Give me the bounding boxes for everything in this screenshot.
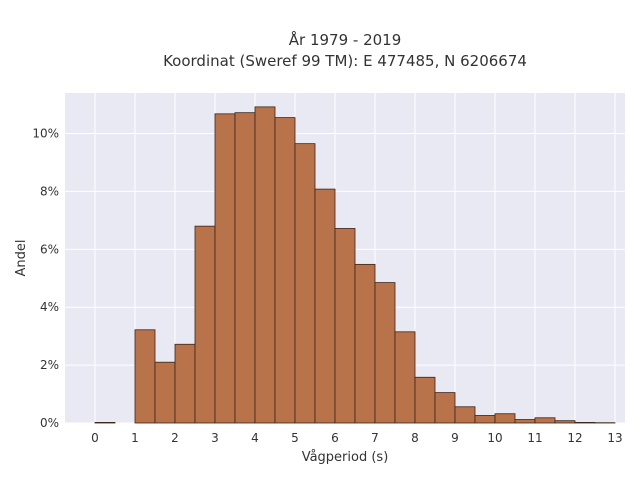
x-tick-label: 6 bbox=[331, 431, 339, 445]
x-axis-ticks: 0 1 2 3 4 5 6 7 8 9 10 11 12 13 bbox=[91, 431, 622, 445]
histogram-bar bbox=[154, 361, 176, 424]
x-tick-label: 0 bbox=[91, 431, 99, 445]
x-tick-label: 5 bbox=[291, 431, 299, 445]
histogram-bar bbox=[394, 331, 416, 424]
histogram-bar bbox=[494, 413, 516, 424]
histogram-bar bbox=[314, 188, 336, 424]
histogram-bar bbox=[534, 417, 556, 424]
x-tick-label: 13 bbox=[607, 431, 622, 445]
histogram-bar bbox=[134, 329, 156, 424]
x-tick-label: 2 bbox=[171, 431, 179, 445]
histogram-bar bbox=[574, 422, 596, 424]
x-tick-label: 12 bbox=[567, 431, 582, 445]
chart-subtitle: Koordinat (Sweref 99 TM): E 477485, N 62… bbox=[163, 52, 527, 70]
x-tick-label: 3 bbox=[211, 431, 219, 445]
bars bbox=[94, 106, 616, 424]
histogram-bar bbox=[474, 415, 496, 424]
y-tick-label: 0% bbox=[40, 416, 59, 430]
histogram-bar bbox=[354, 263, 376, 424]
x-tick-label: 8 bbox=[411, 431, 419, 445]
histogram-bar bbox=[514, 419, 536, 424]
y-tick-label: 4% bbox=[40, 300, 59, 314]
x-tick-label: 9 bbox=[451, 431, 459, 445]
x-tick-label: 10 bbox=[487, 431, 502, 445]
histogram-bar bbox=[554, 420, 576, 424]
y-tick-label: 8% bbox=[40, 184, 59, 198]
chart-title: År 1979 - 2019 bbox=[289, 30, 402, 49]
histogram-bar bbox=[94, 422, 116, 424]
y-tick-label: 6% bbox=[40, 242, 59, 256]
histogram-bar bbox=[334, 228, 356, 424]
x-tick-label: 1 bbox=[131, 431, 139, 445]
histogram-bar bbox=[194, 225, 216, 424]
histogram-bar bbox=[174, 343, 196, 424]
y-tick-label: 2% bbox=[40, 358, 59, 372]
histogram-bar bbox=[254, 106, 276, 424]
y-axis-ticks: 0% 2% 4% 6% 8% 10% bbox=[32, 127, 59, 430]
y-axis-label: Andel bbox=[14, 240, 29, 277]
histogram-bar bbox=[374, 282, 396, 424]
histogram-bar bbox=[294, 143, 316, 424]
histogram-bar bbox=[274, 117, 296, 424]
x-tick-label: 7 bbox=[371, 431, 379, 445]
histogram-bar bbox=[454, 406, 476, 424]
x-tick-label: 4 bbox=[251, 431, 259, 445]
histogram-bar bbox=[434, 392, 456, 424]
histogram-bar bbox=[414, 376, 436, 424]
histogram-bar bbox=[234, 112, 256, 424]
x-tick-label: 11 bbox=[527, 431, 542, 445]
x-axis-label: Vågperiod (s) bbox=[302, 450, 389, 465]
y-tick-label: 10% bbox=[32, 127, 59, 141]
histogram-bar bbox=[214, 113, 236, 424]
